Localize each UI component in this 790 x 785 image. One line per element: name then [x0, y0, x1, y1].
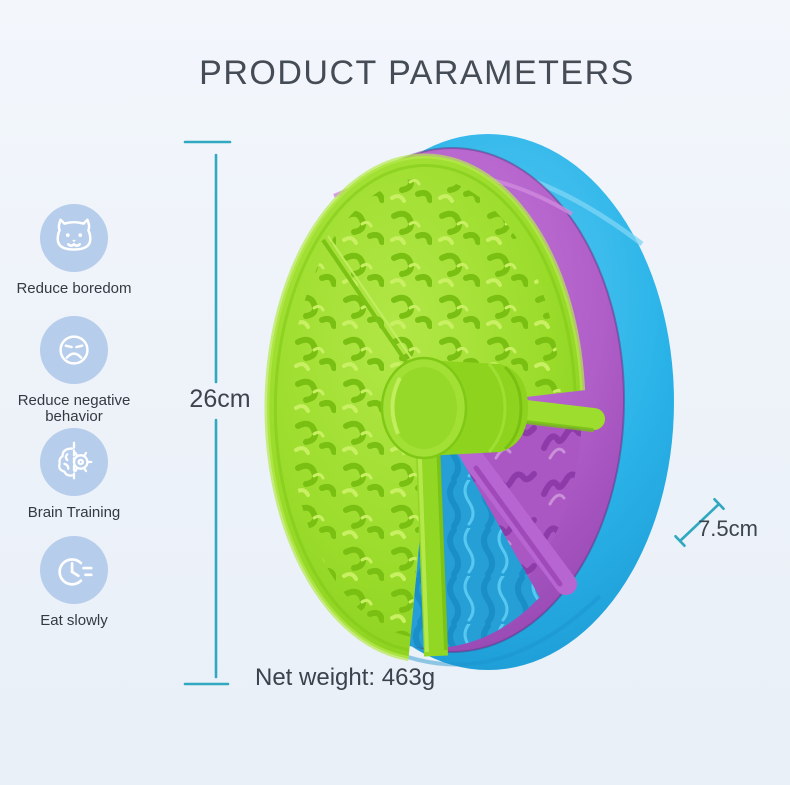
clock-speed-icon — [40, 536, 108, 604]
sad-face-icon — [40, 316, 108, 384]
feature-reduce-boredom: Reduce boredom — [0, 204, 148, 297]
feature-label: Brain Training — [27, 504, 121, 521]
dog-face-icon — [40, 204, 108, 272]
height-dimension-line — [183, 140, 232, 686]
feature-label: Reduce boredom — [16, 280, 132, 297]
feature-brain-training: Brain Training — [0, 428, 148, 521]
side-dimension-label: 7.5cm — [698, 516, 758, 541]
feature-eat-slowly: Eat slowly — [0, 536, 148, 629]
feature-reduce-negative-behavior: Reduce negative behavior — [0, 316, 148, 425]
height-dimension-label: 26cm — [189, 385, 251, 413]
side-dimension-line — [674, 497, 725, 547]
net-weight-label: Net weight: 463g — [255, 664, 436, 691]
feature-label: Eat slowly — [40, 612, 108, 629]
center-hub-knob — [380, 356, 528, 460]
brain-gear-icon — [40, 428, 108, 496]
page-title: PRODUCT PARAMETERS — [199, 54, 635, 92]
feature-label: Reduce negative behavior — [17, 392, 131, 425]
